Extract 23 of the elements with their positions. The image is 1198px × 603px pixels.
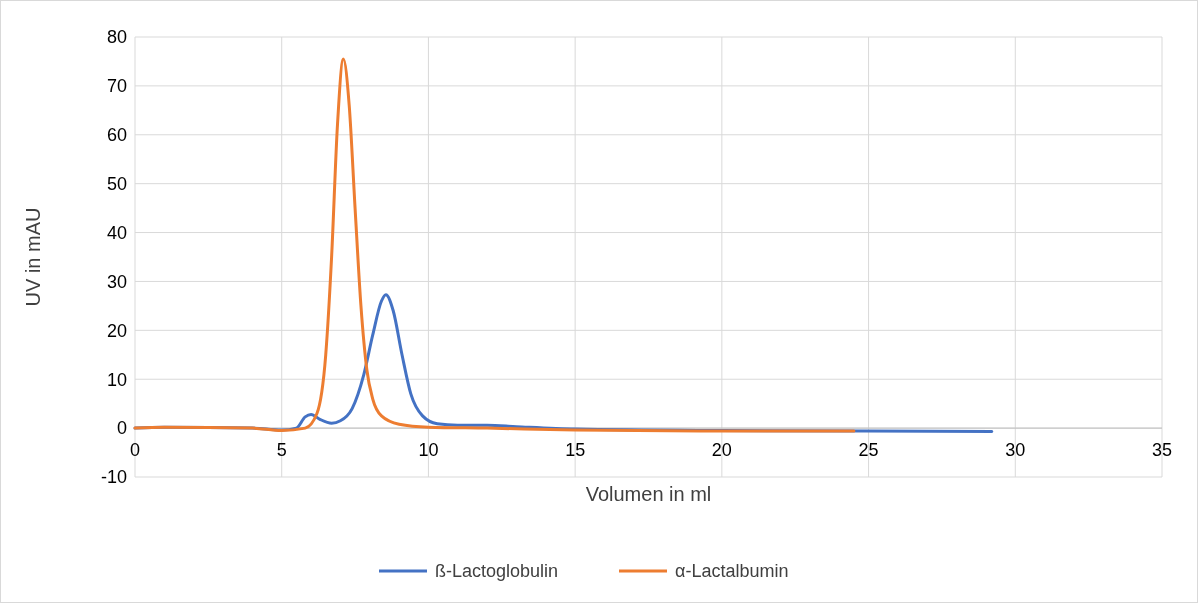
y-tick-label: -10 <box>100 467 127 488</box>
legend-label: ß-Lactoglobulin <box>435 561 559 582</box>
legend-label: α-Lactalbumin <box>675 561 789 582</box>
y-tick-label: 70 <box>106 76 127 97</box>
y-tick-label: 50 <box>106 173 127 194</box>
y-tick-label: 10 <box>106 369 127 390</box>
x-tick-label: 25 <box>858 440 879 461</box>
x-tick-label: 5 <box>276 440 287 461</box>
x-tick-label: 35 <box>1151 440 1173 461</box>
x-tick-label: 20 <box>711 440 732 461</box>
x-tick-label: 30 <box>1005 440 1026 461</box>
line-series <box>133 57 856 433</box>
x-tick-label: 0 <box>129 440 141 461</box>
x-tick-label: 10 <box>418 440 439 461</box>
y-tick-label: 40 <box>106 222 127 243</box>
y-tick-label: 30 <box>106 271 127 292</box>
y-tick-label: 80 <box>106 27 127 48</box>
y-tick-label: 20 <box>106 320 127 341</box>
y-axis-title: UV in mAU <box>22 207 44 307</box>
x-axis-title: Volumen in ml <box>585 483 712 505</box>
y-tick-label: 0 <box>116 418 127 439</box>
y-tick-label: 60 <box>106 125 127 146</box>
x-tick-label: 15 <box>565 440 586 461</box>
